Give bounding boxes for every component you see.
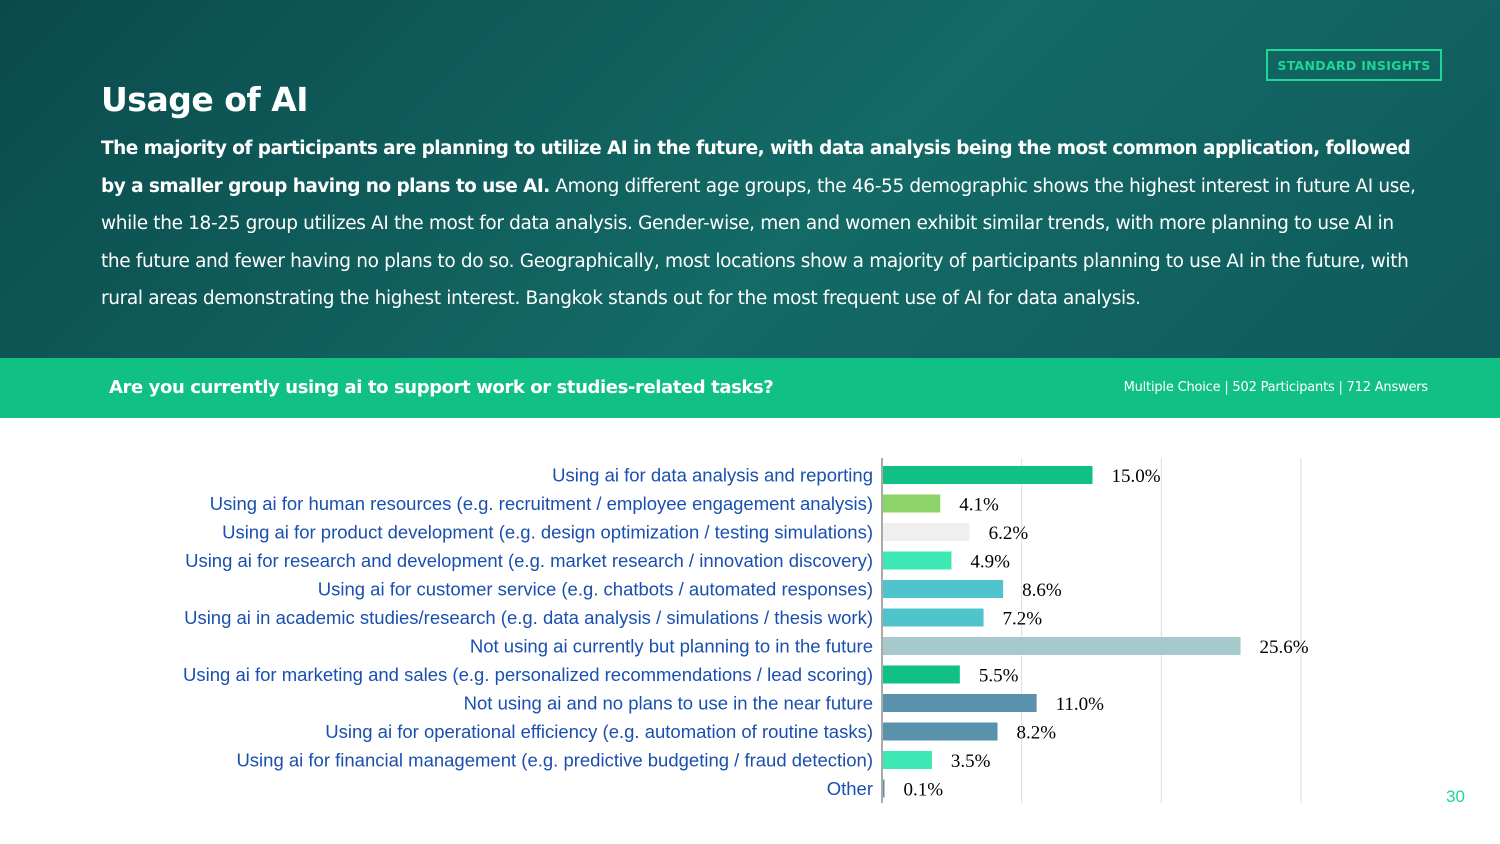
question-text: Are you currently using ai to support wo… [109, 377, 774, 398]
bar-chart: Using ai for data analysis and reporting… [183, 458, 1309, 803]
bar-4 [883, 551, 952, 570]
category-label: Using ai for research and development (e… [185, 550, 873, 571]
data-label: 3.5% [951, 751, 991, 772]
data-label: 4.9% [970, 552, 1010, 573]
category-label: Using ai for customer service (e.g. chat… [318, 579, 873, 600]
summary-text: The majority of participants are plannin… [101, 130, 1421, 318]
data-label: 7.2% [1003, 609, 1043, 630]
bar-8 [883, 665, 960, 684]
bar-5 [883, 580, 1004, 598]
data-label: 11.0% [1056, 694, 1105, 715]
category-label: Using ai in academic studies/research (e… [184, 607, 873, 628]
data-label: 8.2% [1017, 723, 1057, 744]
question-meta: Multiple Choice | 502 Participants | 712… [1123, 380, 1429, 395]
data-label: 4.1% [959, 495, 999, 516]
category-label: Not using ai currently but planning to i… [470, 636, 873, 657]
bar-9 [883, 694, 1037, 712]
category-label: Other [827, 778, 873, 799]
data-label: 0.1% [904, 780, 944, 801]
summary-rest: Among different age groups, the 46-55 de… [101, 175, 1416, 310]
bar-7 [883, 637, 1241, 655]
bar-1 [883, 466, 1093, 484]
bar-3 [883, 523, 970, 541]
question-bar [0, 358, 1500, 418]
category-label: Using ai for data analysis and reporting [552, 465, 873, 486]
data-label: 5.5% [979, 666, 1019, 687]
page-title: Usage of AI [101, 80, 309, 119]
category-label: Using ai for product development (e.g. d… [222, 522, 873, 543]
brand-badge: STANDARD INSIGHTS [1266, 49, 1442, 81]
category-label: Using ai for human resources (e.g. recru… [210, 493, 873, 514]
data-label: 8.6% [1022, 580, 1062, 601]
bar-12 [883, 779, 885, 798]
bar-6 [883, 608, 984, 627]
bar-2 [883, 494, 941, 513]
summary-lead: The majority of participants are plannin… [101, 138, 1411, 197]
category-label: Using ai for financial management (e.g. … [236, 750, 873, 771]
data-label: 15.0% [1112, 466, 1161, 487]
data-label: 6.2% [989, 523, 1029, 544]
category-label: Using ai for operational efficiency (e.g… [325, 721, 873, 742]
bar-10 [883, 722, 998, 741]
data-label: 25.6% [1260, 637, 1309, 658]
header-banner [0, 0, 1500, 358]
page-number: 30 [1446, 787, 1465, 806]
category-label: Not using ai and no plans to use in the … [464, 693, 873, 714]
bar-11 [883, 751, 932, 769]
category-label: Using ai for marketing and sales (e.g. p… [183, 664, 873, 685]
